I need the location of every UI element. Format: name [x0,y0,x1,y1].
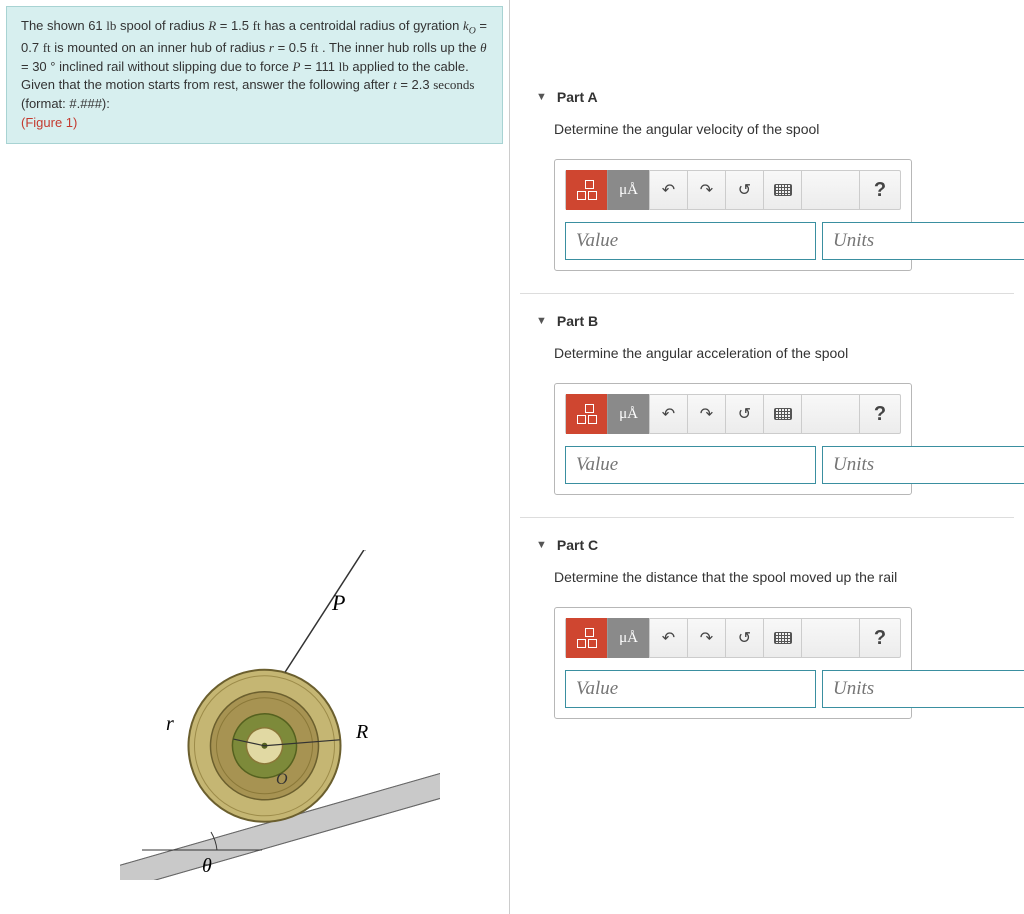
label-R: R [355,721,368,743]
label-r: r [166,713,174,735]
part-c-header[interactable]: ▼ Part C [536,537,598,553]
keyboard-button[interactable] [764,170,802,210]
answer-box-b: μÅ ↶ ↷ ↺ ? [554,383,912,495]
units-input-b[interactable] [822,446,1024,484]
help-button[interactable]: ? [860,618,900,658]
symbols-button[interactable]: μÅ [608,170,650,210]
help-button[interactable]: ? [860,170,900,210]
label-P: P [331,590,345,615]
part-a-header[interactable]: ▼ Part A [536,89,598,105]
part-a: ▼ Part A Determine the angular velocity … [520,70,1014,293]
redo-button[interactable]: ↷ [688,170,726,210]
part-b-title: Part B [557,313,598,329]
help-button[interactable]: ? [860,394,900,434]
reset-button[interactable]: ↺ [726,394,764,434]
keyboard-icon [774,184,792,196]
keyboard-button[interactable] [764,394,802,434]
answer-box-c: μÅ ↶ ↷ ↺ ? [554,607,912,719]
templates-button[interactable] [566,170,608,210]
caret-down-icon: ▼ [536,539,547,551]
toolbar-spacer [802,170,860,210]
problem-statement: The shown 61 lb spool of radius R = 1.5 … [6,6,503,144]
label-O: O [276,771,288,788]
toolbar-c: μÅ ↶ ↷ ↺ ? [565,618,901,658]
template-icon [576,627,598,649]
reset-button[interactable]: ↺ [726,618,764,658]
symbols-button[interactable]: μÅ [608,618,650,658]
caret-down-icon: ▼ [536,315,547,327]
symbols-button[interactable]: μÅ [608,394,650,434]
figure-1: P R r O θ [120,550,440,880]
part-a-title: Part A [557,89,598,105]
templates-button[interactable] [566,394,608,434]
toolbar-b: μÅ ↶ ↷ ↺ ? [565,394,901,434]
templates-button[interactable] [566,618,608,658]
undo-button[interactable]: ↶ [650,394,688,434]
part-c-title: Part C [557,537,598,553]
keyboard-icon [774,632,792,644]
units-input-c[interactable] [822,670,1024,708]
keyboard-icon [774,408,792,420]
toolbar-spacer [802,618,860,658]
value-input-c[interactable] [565,670,816,708]
units-input-a[interactable] [822,222,1024,260]
toolbar-spacer [802,394,860,434]
answer-box-a: μÅ ↶ ↷ ↺ ? [554,159,912,271]
part-b-prompt: Determine the angular acceleration of th… [554,345,1014,361]
label-theta: θ [202,855,212,877]
part-c: ▼ Part C Determine the distance that the… [520,517,1014,741]
redo-button[interactable]: ↷ [688,394,726,434]
keyboard-button[interactable] [764,618,802,658]
toolbar-a: μÅ ↶ ↷ ↺ ? [565,170,901,210]
undo-button[interactable]: ↶ [650,170,688,210]
part-b: ▼ Part B Determine the angular accelerat… [520,293,1014,517]
part-c-prompt: Determine the distance that the spool mo… [554,569,1014,585]
template-icon [576,403,598,425]
redo-button[interactable]: ↷ [688,618,726,658]
undo-button[interactable]: ↶ [650,618,688,658]
left-panel: The shown 61 lb spool of radius R = 1.5 … [0,0,510,914]
part-b-header[interactable]: ▼ Part B [536,313,598,329]
right-panel: ▼ Part A Determine the angular velocity … [510,0,1024,914]
value-input-a[interactable] [565,222,816,260]
figure-link[interactable]: (Figure 1) [21,115,77,130]
value-input-b[interactable] [565,446,816,484]
reset-button[interactable]: ↺ [726,170,764,210]
part-a-prompt: Determine the angular velocity of the sp… [554,121,1014,137]
caret-down-icon: ▼ [536,91,547,103]
template-icon [576,179,598,201]
